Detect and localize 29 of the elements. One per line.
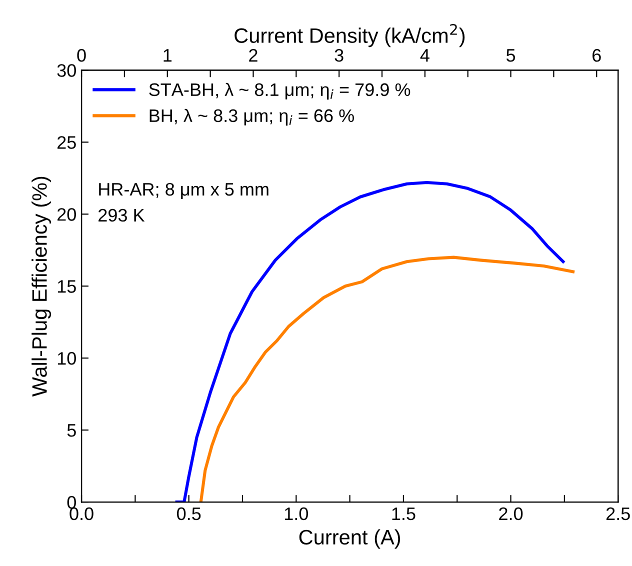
- legend-label: BH, λ ~ 8.3 μm; η$_{i}$ = 66 %: [150, 108, 354, 126]
- x2-tick-label: 3: [334, 48, 344, 62]
- y-tick-label: 15: [58, 280, 76, 293]
- y-tick-label: 25: [57, 136, 76, 149]
- x-tick-label: 2.0: [499, 507, 523, 520]
- x2-tick-label: 1: [164, 49, 172, 62]
- annotation: 293 K: [98, 208, 145, 222]
- x2-tick-label: 4: [420, 49, 430, 62]
- y-tick-label: 10: [58, 352, 76, 365]
- x-tick-label: 1.0: [284, 507, 308, 520]
- x2-tick-label: 5: [506, 49, 516, 62]
- x2-tick-label: 6: [592, 48, 601, 62]
- x-tick-label: 0.0: [70, 507, 94, 520]
- x-tick-label: 1.5: [392, 508, 416, 520]
- x-tick-label: 2.5: [606, 507, 630, 520]
- x-axis-title: Current (A): [299, 529, 400, 549]
- y-axis-title: Wall-Plug Efficiency (%): [32, 176, 52, 397]
- y-tick-label: 5: [67, 424, 76, 437]
- legend-label: STA-BH, λ ~ 8.1 μm; η$_{i}$ = 79.9 %: [149, 82, 410, 100]
- y-tick-label: 20: [57, 208, 76, 221]
- line-series: [199, 256, 575, 502]
- x2-axis-title: Current Density (kA/cm$^{2}$): [234, 24, 465, 48]
- x2-tick-label: 2: [249, 48, 258, 62]
- y-tick-label: 30: [57, 64, 76, 77]
- x2-tick-label: 0: [77, 48, 86, 62]
- y-tick-label: 0: [67, 496, 76, 509]
- x-tick-label: 0.5: [177, 507, 201, 520]
- line-series: [175, 180, 565, 502]
- annotation: HR-AR; 8 μm x 5 mm: [99, 182, 268, 200]
